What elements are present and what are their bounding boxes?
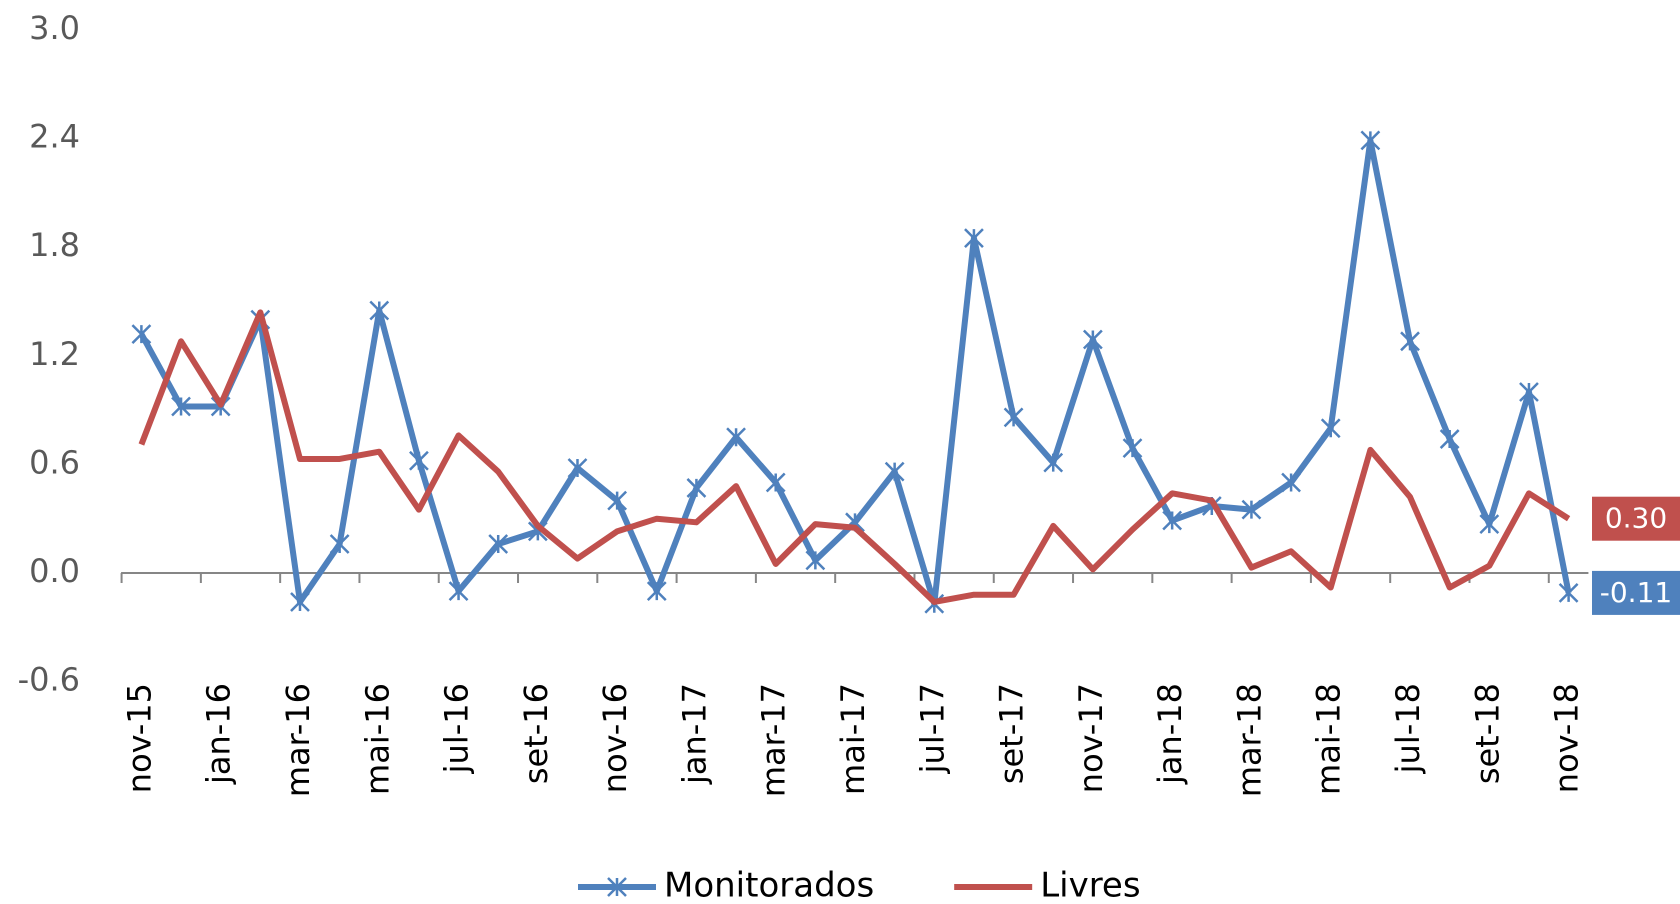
marker <box>1558 583 1579 603</box>
y-tick-label: 0.6 <box>29 443 80 481</box>
x-tick-label: mai-16 <box>358 683 396 795</box>
legend-marker <box>607 877 627 897</box>
marker <box>329 534 350 554</box>
marker <box>1043 452 1064 473</box>
y-tick-label: 3.0 <box>29 9 80 47</box>
marker <box>1439 429 1460 449</box>
x-tick-label: nov-18 <box>1548 683 1586 793</box>
legend-label: Monitorados <box>664 866 874 904</box>
y-tick-label: 2.4 <box>29 118 80 156</box>
x-tick-label: set-16 <box>517 683 555 784</box>
x-tick-label: mai-17 <box>834 683 872 795</box>
value-label-box <box>1592 496 1680 541</box>
x-tick-label: nov-16 <box>596 683 634 793</box>
x-tick-label: set-17 <box>993 683 1031 784</box>
marker <box>1122 438 1143 458</box>
series-line <box>138 137 1572 607</box>
marker <box>290 592 310 612</box>
x-tick-label: mai-18 <box>1310 683 1348 795</box>
marker <box>607 490 628 511</box>
x-tick-label: set-18 <box>1468 683 1506 784</box>
marker <box>884 461 905 482</box>
x-tick-label: mar-18 <box>1230 683 1268 797</box>
marker <box>1360 130 1381 151</box>
marker <box>1003 407 1024 428</box>
marker <box>567 458 588 478</box>
marker <box>1082 329 1103 350</box>
x-tick-label: jul-18 <box>1389 683 1427 774</box>
marker <box>765 472 786 493</box>
marker <box>805 550 826 571</box>
x-tick-label: mar-16 <box>279 683 317 797</box>
y-tick-label: 0.0 <box>29 552 80 590</box>
x-tick-label: nov-15 <box>120 683 158 793</box>
value-label: -0.11 <box>1600 576 1672 609</box>
marker <box>369 300 390 321</box>
marker <box>1400 331 1420 352</box>
marker <box>448 581 469 601</box>
marker <box>1162 510 1183 531</box>
marker <box>964 228 984 249</box>
marker <box>1281 472 1301 493</box>
marker <box>409 450 429 471</box>
marker <box>488 534 509 554</box>
x-tick-label: jan-18 <box>1151 683 1189 785</box>
marker <box>131 324 152 344</box>
x-tick-label: jan-16 <box>200 683 238 785</box>
x-tick-label: jul-16 <box>438 683 476 774</box>
x-tick-label: nov-17 <box>1072 683 1110 793</box>
x-tick-label: mar-17 <box>755 683 793 797</box>
marker <box>1479 514 1500 535</box>
marker <box>646 581 667 601</box>
marker <box>686 478 707 498</box>
marker <box>1241 499 1262 520</box>
y-tick-label: 1.8 <box>29 226 80 264</box>
marker <box>171 396 191 417</box>
marker <box>726 427 746 448</box>
x-tick-label: jan-17 <box>675 683 713 785</box>
y-tick-label: 1.2 <box>29 335 80 373</box>
x-tick-label: jul-17 <box>913 683 951 774</box>
value-label: 0.30 <box>1605 502 1667 535</box>
series-line <box>138 309 1571 605</box>
value-label-box <box>1592 570 1680 615</box>
marker <box>1320 418 1341 439</box>
y-tick-label: -0.6 <box>18 661 80 699</box>
legend-label: Livres <box>1040 866 1140 904</box>
marker <box>1519 382 1539 402</box>
